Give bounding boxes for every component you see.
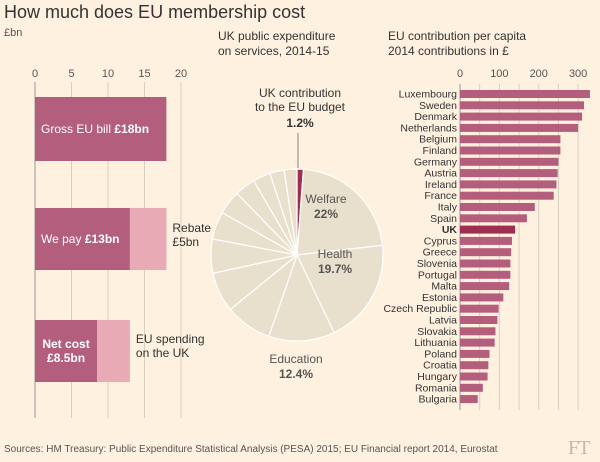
- right-tick-labels: 0 100 200 300: [457, 68, 587, 80]
- per-capita-label-luxembourg: Luxembourg: [399, 89, 458, 101]
- per-capita-label-romania: Romania: [415, 382, 457, 394]
- per-capita-bar-denmark: [460, 112, 583, 121]
- per-capita-bar-finland: [460, 146, 561, 155]
- left-tick-label: 5: [68, 68, 74, 80]
- right-tick-label: 200: [530, 68, 548, 80]
- bar-we-pay-annotation: Rebate £5bn: [172, 221, 211, 249]
- per-capita-bar-spain: [460, 214, 527, 223]
- per-capita-bar-netherlands: [460, 123, 579, 132]
- pie-label-welfare: Welfare 22%: [305, 192, 346, 221]
- per-capita-label-germany: Germany: [414, 156, 458, 168]
- bar-gross-dark: [35, 97, 167, 161]
- pie-slice-health: [296, 244, 384, 334]
- ft-logo: FT: [568, 437, 590, 459]
- per-capita-bar-uk: [460, 225, 516, 234]
- pie-slice-other-9: [283, 168, 298, 256]
- per-capita-bar-cyprus: [460, 236, 512, 245]
- left-tick-label: 10: [102, 68, 114, 80]
- bar-we-pay-light: [129, 208, 167, 270]
- per-capita-label-ireland: Ireland: [425, 179, 457, 191]
- per-capita-bar-poland: [460, 349, 490, 358]
- per-capita-label-poland: Poland: [424, 348, 457, 360]
- per-capita-label-netherlands: Netherlands: [400, 122, 457, 134]
- per-capita-bar-germany: [460, 157, 559, 166]
- per-capita-bar-ireland: [460, 180, 557, 189]
- per-capita-label-austria: Austria: [424, 168, 457, 180]
- pie-slice-education: [268, 253, 335, 342]
- per-capita-bar-austria: [460, 169, 558, 178]
- bar-net-cost-label: Net cost £8.5bn: [42, 337, 89, 365]
- right-tick-label: 0: [457, 68, 463, 80]
- per-capita-label-greece: Greece: [423, 247, 458, 259]
- per-capita-label-slovenia: Slovenia: [417, 258, 457, 270]
- left-tick-label: 15: [138, 68, 150, 80]
- per-capita-label-belgium: Belgium: [419, 134, 457, 146]
- per-capita-label-italy: Italy: [438, 202, 458, 214]
- per-capita-bar-hungary: [460, 372, 488, 381]
- bar-net-cost-dark: [35, 320, 98, 382]
- right-tick-label: 300: [569, 68, 587, 80]
- per-capita-bar-estonia: [460, 293, 504, 302]
- per-capita-bar-luxembourg: [460, 90, 590, 98]
- chart-title: How much does EU membership cost: [4, 2, 306, 22]
- per-capita-label-croatia: Croatia: [423, 360, 457, 372]
- unit-label: £bn: [4, 27, 22, 39]
- right-bars: LuxembourgSwedenDenmarkNetherlandsBelgiu…: [383, 89, 590, 406]
- per-capita-bar-sweden: [460, 101, 585, 110]
- bar-net-cost-annotation: EU spending on the UK: [136, 332, 205, 360]
- per-capita-label-sweden: Sweden: [419, 100, 457, 112]
- per-capita-bar-latvia: [460, 316, 498, 324]
- per-capita-label-uk: UK: [442, 224, 458, 236]
- pie-chart: Welfare 22% Health 19.7% Education 12.4% UK co…: [210, 86, 384, 381]
- pie-label-health: Health 19.7%: [318, 247, 353, 276]
- per-capita-label-czech-republic: Czech Republic: [383, 303, 457, 315]
- per-capita-label-bulgaria: Bulgaria: [418, 394, 457, 406]
- pie-highlight-label: UK contribution to the EU budget: [255, 86, 346, 114]
- per-capita-label-cyprus: Cyprus: [424, 235, 457, 247]
- per-capita-title: EU contribution per capita 2014 contribut…: [388, 29, 526, 58]
- right-tick-label: 100: [490, 68, 508, 80]
- bar-we-pay-dark: [35, 208, 130, 270]
- per-capita-bar-lithuania: [460, 338, 495, 347]
- bar-net-cost-light: [97, 320, 130, 382]
- pie-slice-welfare: [296, 168, 384, 256]
- per-capita-label-france: France: [424, 190, 457, 202]
- left-tick-labels: 0 5 10 15 20: [32, 68, 187, 80]
- per-capita-bar-france: [460, 191, 554, 200]
- left-tick-label: 0: [32, 68, 38, 80]
- right-grid: [459, 84, 579, 410]
- bar-gross-label: Gross EU bill £18bn: [41, 122, 149, 136]
- per-capita-label-latvia: Latvia: [429, 315, 457, 327]
- per-capita-bar-malta: [460, 282, 510, 291]
- pie-title: UK public expenditure on services, 2014-1…: [218, 29, 336, 58]
- per-capita-bar-romania: [460, 383, 483, 392]
- per-capita-label-slovakia: Slovakia: [417, 326, 457, 338]
- per-capita-label-denmark: Denmark: [414, 111, 457, 123]
- per-capita-bar-greece: [460, 248, 512, 257]
- per-capita-bar-slovenia: [460, 259, 511, 268]
- per-capita-bar-bulgaria: [460, 395, 478, 404]
- left-bars: Gross EU bill £18bn We pay £13bn Rebate £5b…: [35, 97, 211, 382]
- source-note: Sources: HM Treasury: Public Expenditure…: [4, 444, 498, 455]
- per-capita-label-estonia: Estonia: [422, 292, 457, 304]
- per-capita-bar-italy: [460, 203, 535, 211]
- per-capita-bar-belgium: [460, 135, 561, 144]
- per-capita-bar-czech-republic: [460, 304, 499, 313]
- per-capita-label-portugal: Portugal: [418, 269, 457, 281]
- pie-label-education: Education 12.4%: [269, 352, 322, 381]
- per-capita-label-hungary: Hungary: [417, 371, 457, 383]
- pie-highlight-value: 1.2%: [286, 116, 314, 130]
- per-capita-bar-slovakia: [460, 327, 496, 336]
- per-capita-label-malta: Malta: [431, 281, 457, 293]
- bar-we-pay-label: We pay £13bn: [41, 232, 120, 246]
- per-capita-bar-portugal: [460, 270, 511, 279]
- per-capita-label-finland: Finland: [423, 145, 458, 157]
- per-capita-label-spain: Spain: [430, 213, 457, 225]
- left-tick-label: 20: [175, 68, 187, 80]
- per-capita-bar-croatia: [460, 361, 489, 370]
- per-capita-label-lithuania: Lithuania: [414, 337, 457, 349]
